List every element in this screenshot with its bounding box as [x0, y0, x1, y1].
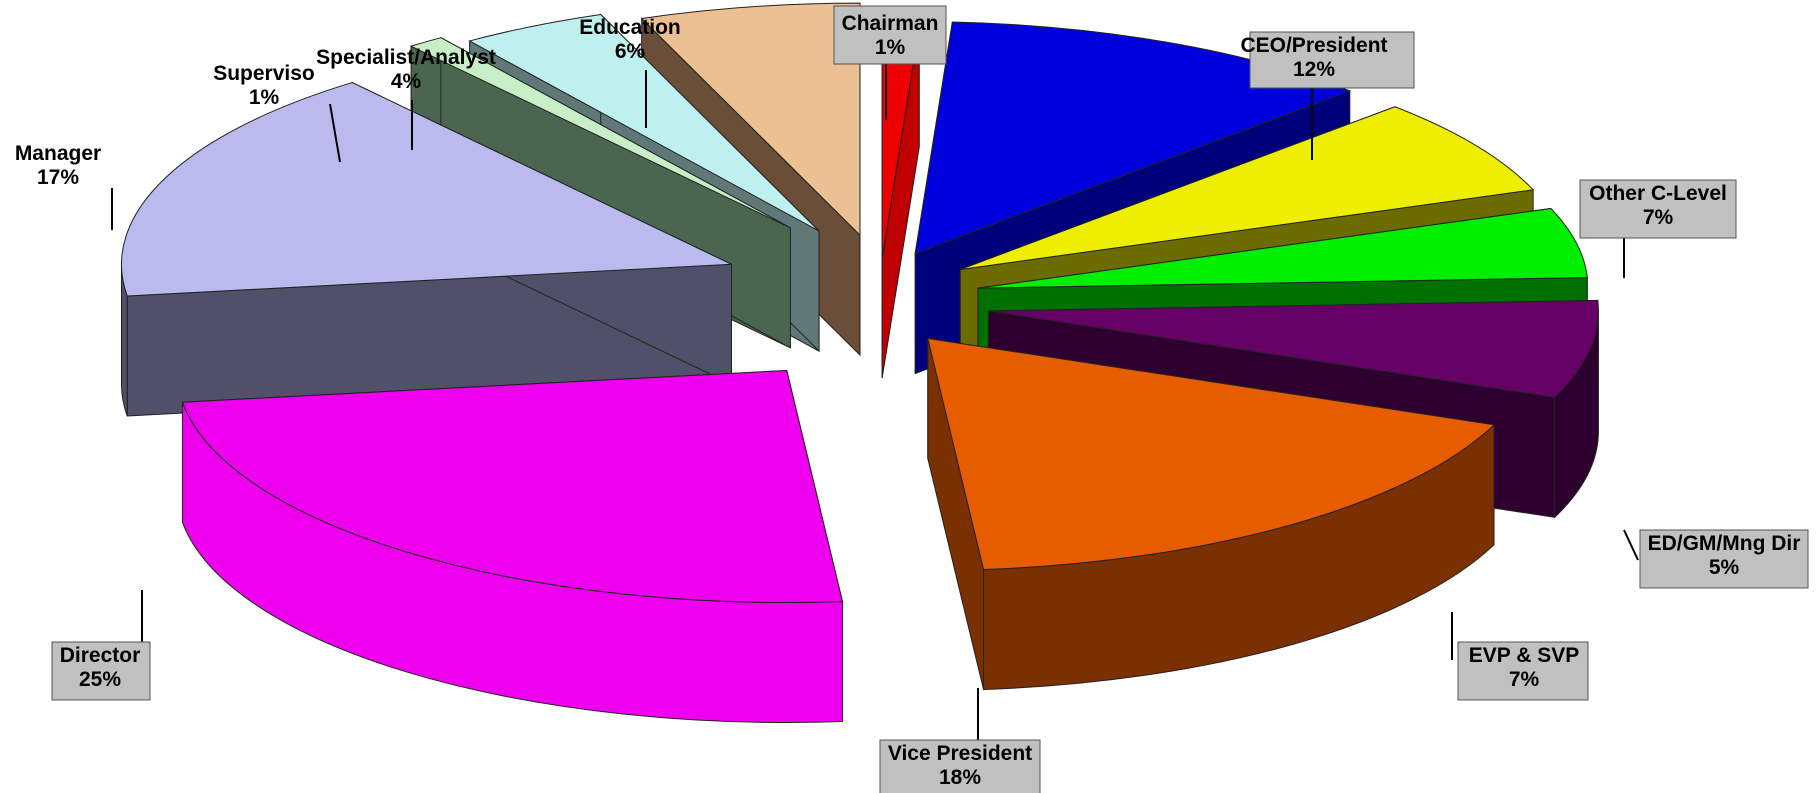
- label-name: Superviso: [213, 62, 315, 85]
- label-box: [1457, 641, 1589, 701]
- label-percent: 5%: [1709, 556, 1740, 579]
- label-name: Manager: [15, 142, 101, 165]
- slice-chairman: [881, 25, 920, 379]
- slice-top: [468, 13, 820, 232]
- label-percent: 7%: [1643, 206, 1674, 229]
- label-percent: 1%: [875, 36, 906, 59]
- label-name: Vice President: [888, 742, 1032, 765]
- slice-manager: [120, 81, 732, 417]
- leader-ed-gm-mng-dir: [1623, 529, 1639, 561]
- slice-top: [409, 37, 791, 229]
- leader-supervisor: [329, 103, 341, 163]
- label-percent: 25%: [79, 668, 121, 691]
- label-percent: 7%: [1509, 668, 1540, 691]
- slice-top: [960, 106, 1535, 271]
- label-percent: 4%: [391, 70, 422, 93]
- label-box: [1639, 529, 1809, 589]
- label-percent: 12%: [1293, 58, 1335, 81]
- label-box: [1579, 179, 1737, 239]
- label-name: Specialist/Analyst: [316, 46, 496, 69]
- slice-top: [927, 337, 1496, 571]
- label-name: Education: [579, 16, 681, 39]
- slice-top: [181, 369, 844, 603]
- label-percent: 17%: [37, 166, 79, 189]
- label-name: Chairman: [842, 12, 939, 35]
- label-box: [833, 5, 947, 65]
- label-name: Other C-Level: [1589, 182, 1727, 205]
- label-name: EVP & SVP: [1469, 644, 1580, 667]
- slice-top: [988, 299, 1599, 398]
- slice-vice-president: [927, 337, 1496, 691]
- slice-top: [120, 82, 732, 297]
- label-percent: 1%: [249, 86, 280, 109]
- slice-director: [181, 369, 844, 723]
- pie-slices: [120, 2, 1599, 723]
- leader-lines: [111, 64, 1639, 740]
- label-box: [879, 739, 1041, 793]
- label-name: Director: [60, 644, 141, 667]
- label-percent: 6%: [615, 40, 646, 63]
- label-name: ED/GM/Mng Dir: [1648, 532, 1801, 555]
- slice-top: [640, 2, 861, 237]
- label-box: [51, 641, 151, 701]
- label-box: [1249, 31, 1415, 89]
- label-name: CEO/President: [1240, 34, 1387, 57]
- slice-top: [977, 207, 1588, 289]
- label-percent: 18%: [939, 766, 981, 789]
